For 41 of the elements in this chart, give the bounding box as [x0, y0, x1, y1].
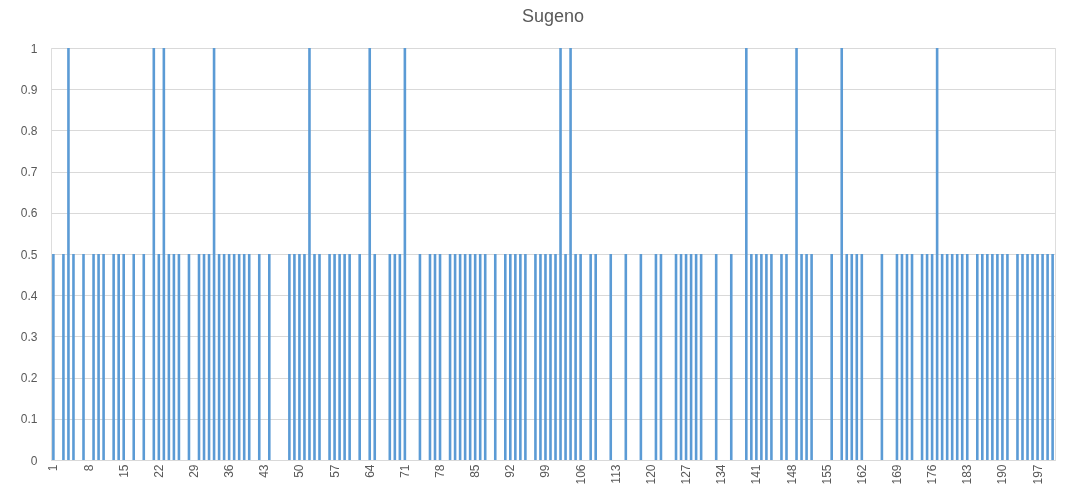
y-tick-label: 0.5 [20, 247, 38, 262]
x-tick-label: 190 [995, 464, 1010, 485]
x-tick-label: 197 [1030, 464, 1045, 485]
y-tick-label: 0.7 [20, 165, 38, 180]
y-tick-label: 0.2 [20, 371, 38, 386]
x-tick-label: 43 [257, 464, 272, 478]
x-tick-label: 22 [151, 464, 166, 478]
x-tick-label: 183 [960, 464, 975, 485]
y-tick-label: 0.9 [20, 82, 38, 97]
x-tick-label: 1 [46, 464, 61, 472]
y-tick-label: 1 [30, 41, 38, 56]
x-tick-label: 155 [819, 464, 834, 485]
x-tick-label: 92 [503, 464, 518, 478]
x-tick-label: 169 [889, 464, 904, 485]
x-tick-label: 15 [116, 464, 131, 478]
y-tick-label: 0.1 [20, 412, 38, 427]
x-tick-label: 29 [186, 464, 201, 478]
y-tick-label: 0.4 [20, 288, 38, 303]
x-tick-label: 162 [854, 464, 869, 485]
chart-title: Sugeno [521, 6, 585, 26]
x-tick-label: 8 [81, 464, 96, 472]
x-tick-label: 50 [292, 464, 307, 478]
x-tick-label: 120 [643, 464, 658, 485]
x-tick-label: 78 [433, 464, 448, 478]
x-tick-label: 106 [573, 464, 588, 485]
y-tick-label: 0.6 [20, 206, 38, 221]
y-tick-label: 0.8 [20, 123, 38, 138]
x-tick-label: 127 [679, 464, 694, 485]
y-tick-label: 0.3 [20, 329, 38, 344]
x-tick-label: 36 [222, 464, 237, 478]
x-tick-label: 57 [327, 464, 342, 478]
x-tick-label: 99 [538, 464, 553, 478]
x-tick-label: 148 [784, 464, 799, 485]
x-tick-label: 113 [608, 464, 623, 484]
x-tick-label: 64 [362, 464, 377, 478]
x-tick-label: 85 [468, 464, 483, 478]
x-tick-label: 71 [397, 464, 412, 478]
x-tick-label: 141 [749, 464, 764, 485]
x-tick-label: 176 [925, 464, 940, 485]
y-tick-label: 0 [30, 453, 38, 468]
x-tick-label: 134 [714, 464, 729, 485]
